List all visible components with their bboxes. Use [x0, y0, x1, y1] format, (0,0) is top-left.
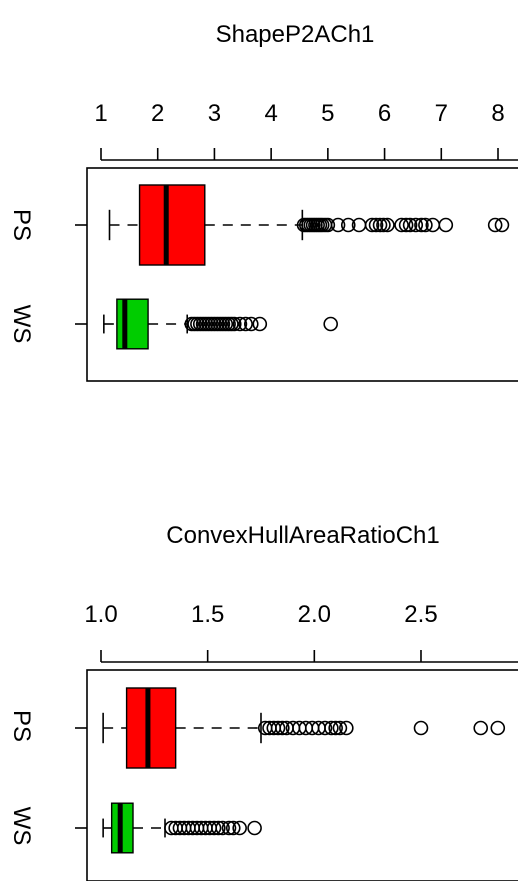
outlier-point	[438, 217, 454, 233]
outlier-point	[364, 217, 380, 233]
x-tick-label: 3	[208, 100, 221, 127]
outlier-point	[243, 316, 259, 332]
panel-convexhullarearatioch1: ConvexHullAreaRatioCh1 PS WS 1.0 1.5 2.0 2.…	[8, 522, 518, 881]
outlier-point	[215, 820, 230, 836]
outlier-point	[317, 720, 333, 736]
outlier-point	[275, 720, 290, 736]
outlier-point	[340, 217, 356, 233]
category-label: PS	[8, 710, 35, 742]
x-tick-label: 7	[435, 100, 448, 127]
outlier-point	[402, 217, 418, 233]
outlier-point	[232, 316, 248, 332]
outlier-point	[232, 820, 247, 836]
x-tick-label: 5	[321, 100, 334, 127]
outlier-point	[252, 316, 268, 332]
outlier-point	[226, 316, 242, 332]
outlier-point	[328, 720, 343, 736]
x-tick-label: 2	[151, 100, 164, 127]
box-ps	[125, 687, 177, 769]
outlier-point	[408, 217, 424, 233]
outlier-point	[320, 217, 336, 233]
box-ps	[138, 184, 206, 266]
outlier-point	[211, 820, 226, 836]
outlier-point	[247, 820, 262, 836]
x-tick-label: 2.5	[404, 601, 437, 628]
chart-title: ShapeP2ACh1	[216, 21, 375, 48]
outlier-point	[221, 820, 237, 836]
outlier-point	[372, 217, 388, 233]
outlier-point	[413, 720, 429, 736]
outlier-point	[414, 217, 429, 233]
x-tick-label: 2.0	[298, 601, 331, 628]
outlier-point	[206, 820, 222, 836]
x-tick-label: 1.5	[191, 601, 224, 628]
outlier-point	[494, 217, 510, 233]
outlier-point	[487, 217, 503, 233]
outlier-point	[332, 720, 348, 736]
x-tick-label: 8	[491, 100, 504, 127]
outlier-point	[418, 217, 433, 233]
outlier-point	[270, 720, 286, 736]
outlier-point	[225, 820, 241, 836]
chart-title: ConvexHullAreaRatioCh1	[166, 522, 439, 549]
outlier-point	[238, 316, 253, 332]
category-label: WS	[8, 807, 35, 846]
x-tick-label: 6	[378, 100, 391, 127]
outlier-point	[323, 316, 338, 332]
outlier-point	[394, 217, 409, 233]
outlier-point	[490, 720, 506, 736]
x-tick-label: 4	[264, 100, 277, 127]
box-ws	[116, 298, 149, 350]
x-tick-label: 1	[94, 100, 107, 127]
outlier-point	[324, 720, 339, 736]
outlier-point	[376, 217, 391, 233]
panel-shapep2ach1: ShapeP2ACh1 PS WS 1 2 3 4 5 6 7 8	[8, 21, 518, 382]
x-tick-label: 1.0	[84, 601, 117, 628]
outlier-point	[368, 217, 384, 233]
outlier-point	[398, 217, 414, 233]
plot-frame	[86, 167, 518, 382]
outlier-point	[473, 720, 489, 736]
outlier-point	[380, 217, 395, 233]
category-label: PS	[8, 209, 35, 241]
plot-frame	[86, 669, 518, 881]
outlier-point	[330, 217, 346, 233]
outlier-point	[339, 720, 354, 736]
category-label: WS	[8, 305, 35, 344]
